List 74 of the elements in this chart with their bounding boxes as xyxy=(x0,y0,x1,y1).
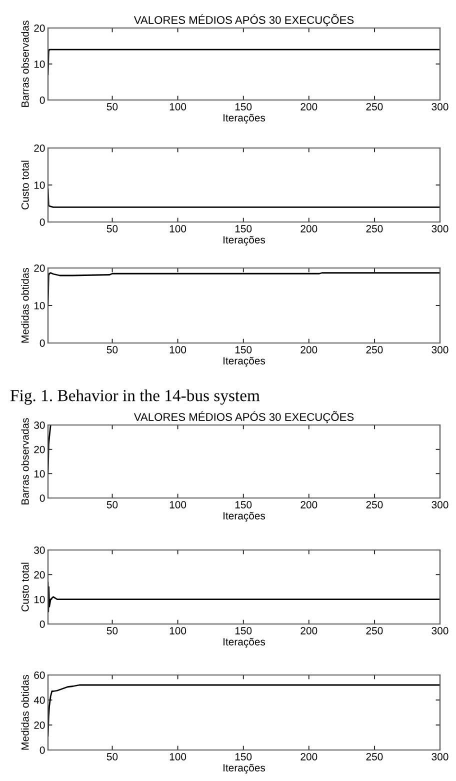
y-tick-label: 20 xyxy=(34,144,45,152)
x-tick-label: 250 xyxy=(366,627,383,634)
x-tick-label: 300 xyxy=(432,346,448,354)
x-tick-label: 150 xyxy=(235,346,252,354)
y-tick-label: 20 xyxy=(34,24,45,32)
x-tick-label: 200 xyxy=(300,501,318,508)
caption: Fig. 1. Behavior in the 14-bus system xyxy=(10,390,260,405)
y-tick-label: 10 xyxy=(34,60,45,68)
x-axis-title: Iterações xyxy=(224,236,266,246)
x-tick-label: 100 xyxy=(170,225,186,232)
y-tick-label: 20 xyxy=(34,264,45,272)
y-tick-label: 20 xyxy=(34,722,45,729)
x-tick-label: 300 xyxy=(432,225,448,232)
x-tick-label: 200 xyxy=(300,103,318,110)
y-tick-label: 0 xyxy=(40,96,45,104)
x-tick-label: 100 xyxy=(170,346,186,354)
y-tick-label: 30 xyxy=(34,546,45,554)
y-tick-label: 0 xyxy=(40,620,45,628)
y-tick-label: 10 xyxy=(34,470,45,478)
y-tick-label: 0 xyxy=(40,340,45,347)
x-tick-label: 150 xyxy=(235,501,252,508)
y-axis-title: Medidas obtidas xyxy=(21,268,29,343)
x-tick-label: 200 xyxy=(300,753,318,760)
x-tick-label: 250 xyxy=(366,753,383,760)
y-tick-label: 0 xyxy=(40,494,45,502)
chart-title: VALORES MÉDIOS APÓS 30 EXECUÇÕES xyxy=(134,14,354,26)
x-axis-title: Iterações xyxy=(224,512,266,522)
x-axis-title: Iterações xyxy=(224,638,266,648)
x-tick-label: 150 xyxy=(235,753,252,760)
x-tick-label: 250 xyxy=(366,346,383,354)
x-tick-label: 250 xyxy=(366,103,383,110)
x-tick-label: 100 xyxy=(170,753,186,760)
y-tick-label: 20 xyxy=(34,571,45,579)
chart-title: VALORES MÉDIOS APÓS 30 EXECUÇÕES xyxy=(134,411,354,424)
x-tick-label: 100 xyxy=(170,627,186,634)
y-tick-label: 0 xyxy=(40,218,45,226)
y-axis-title: Medidas obtidas xyxy=(21,674,29,750)
x-tick-label: 150 xyxy=(235,627,252,634)
line-series xyxy=(48,188,440,208)
x-tick-label: 50 xyxy=(106,753,118,760)
x-tick-label: 300 xyxy=(432,103,448,110)
x-axis-title: Iterações xyxy=(224,764,266,774)
y-axis-title: Barras observadas xyxy=(21,418,29,504)
x-tick-label: 300 xyxy=(432,627,448,634)
line-series xyxy=(48,684,440,737)
y-axis-title: Barras observadas xyxy=(21,20,29,107)
x-tick-label: 200 xyxy=(300,225,318,232)
y-axis-title: Custo total xyxy=(21,160,29,210)
x-tick-label: 250 xyxy=(366,501,383,508)
x-tick-label: 50 xyxy=(106,103,118,110)
x-tick-label: 150 xyxy=(235,225,252,232)
y-tick-label: 20 xyxy=(34,446,45,454)
x-tick-label: 150 xyxy=(235,103,252,110)
x-tick-label: 250 xyxy=(366,225,383,232)
x-tick-label: 100 xyxy=(170,103,186,110)
x-tick-label: 200 xyxy=(300,627,318,634)
x-tick-label: 50 xyxy=(106,346,118,354)
y-tick-label: 60 xyxy=(34,672,45,679)
y-tick-label: 0 xyxy=(40,746,45,754)
x-tick-label: 300 xyxy=(432,753,448,760)
y-tick-label: 30 xyxy=(34,422,45,429)
x-axis-title: Iterações xyxy=(224,114,266,124)
x-tick-label: 100 xyxy=(170,501,186,508)
y-tick-label: 10 xyxy=(34,596,45,604)
x-tick-label: 50 xyxy=(106,501,118,508)
x-tick-label: 300 xyxy=(432,501,448,508)
y-tick-label: 10 xyxy=(34,182,45,189)
x-tick-label: 50 xyxy=(106,627,118,634)
y-tick-label: 40 xyxy=(34,696,45,704)
x-axis-title: Iterações xyxy=(224,356,266,367)
x-tick-label: 50 xyxy=(106,225,118,232)
y-tick-label: 10 xyxy=(34,302,45,310)
y-axis-title: Custo total xyxy=(21,562,29,612)
x-tick-label: 200 xyxy=(300,346,318,354)
